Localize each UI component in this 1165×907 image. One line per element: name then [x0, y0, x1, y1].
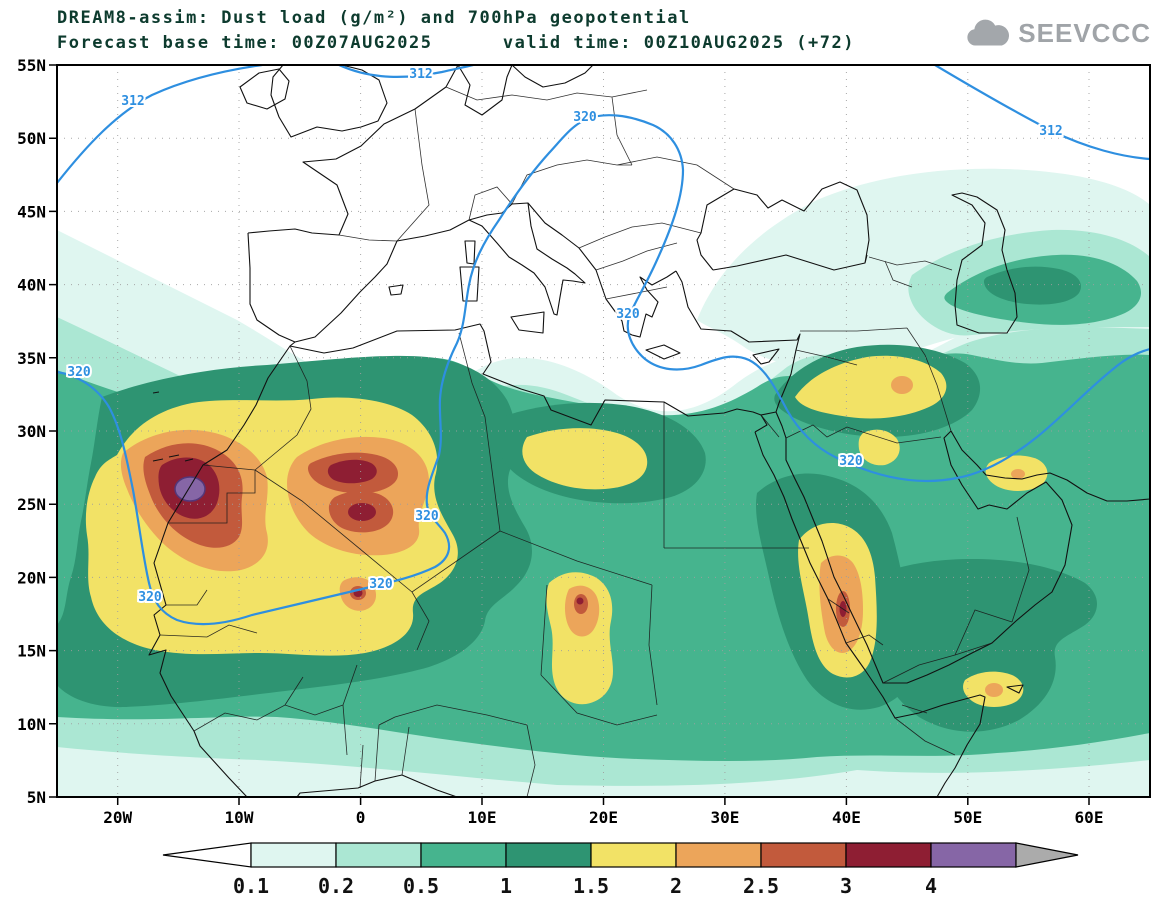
map-canvas: 312 312 312 320 320 320 320 320 320 320: [57, 65, 1150, 797]
y-axis-label: 5N: [27, 788, 46, 807]
geopotential-contour-312: [337, 65, 475, 78]
y-axis: 55N 50N 45N 40N 35N 30N 25N 20N 15N 10N …: [17, 56, 46, 807]
y-axis-label: 40N: [17, 276, 46, 295]
geopotential-contour-312: [57, 65, 264, 185]
dust-level-1.5-region: [858, 429, 900, 466]
x-axis-label: 50E: [953, 808, 982, 827]
colorbar-segment: [335, 842, 422, 868]
y-axis-ticks: [49, 64, 57, 798]
y-axis-label: 15N: [17, 642, 46, 661]
coastline-iberia: [247, 219, 470, 343]
logo-text: SEEVCCC: [1018, 18, 1151, 48]
colorbar-label: 0.1: [233, 874, 269, 898]
coastline-black-sea: [696, 181, 870, 271]
contour-label: 312: [121, 94, 144, 109]
x-axis-ticks: [116, 797, 1090, 805]
coastline-iran: [950, 430, 1150, 502]
coastline-england: [270, 65, 388, 138]
graticule: [57, 65, 1150, 797]
coastline-italy: [468, 202, 586, 316]
contour-label: 320: [415, 509, 439, 524]
dust-level-1.5-region: [795, 355, 947, 419]
colorbar-label: 0.5: [403, 874, 439, 898]
x-axis-label: 20W: [103, 808, 132, 827]
figure-subtitle: Forecast base time: 00Z07AUG2025 valid t…: [57, 33, 855, 53]
colorbar-label: 1: [500, 874, 512, 898]
figure-header: DREAM8-assim: Dust load (g/m²) and 700hP…: [57, 6, 855, 56]
x-axis-label: 30E: [710, 808, 739, 827]
figure-title: DREAM8-assim: Dust load (g/m²) and 700hP…: [57, 8, 691, 28]
geopotential-contour-labels: 312 312 312 320 320 320 320 320 320 320: [65, 65, 1064, 607]
x-axis: 20W 10W 0 10E 20E 30E 40E 50E 60E: [103, 808, 1103, 827]
coastline-ireland: [239, 68, 290, 110]
dust-level-3-region: [576, 597, 584, 605]
x-axis-label: 10W: [225, 808, 254, 827]
coastline-mediterranean-south: [289, 270, 801, 426]
geopotential-contours: [57, 65, 1150, 626]
y-axis-label: 10N: [17, 715, 46, 734]
dust-level-2-region: [1011, 469, 1025, 479]
contour-label: 320: [616, 307, 640, 322]
coastline-west-europe: [247, 65, 459, 236]
contour-label: 312: [1039, 124, 1062, 139]
colorbar-segment: [505, 842, 592, 868]
y-axis-label: 20N: [17, 568, 46, 587]
colorbar-segment: [845, 842, 932, 868]
geopotential-contour-320: [57, 114, 1150, 626]
colorbar-segment: [420, 842, 507, 868]
y-axis-label: 25N: [17, 495, 46, 514]
dust-level-3-region: [327, 459, 377, 484]
coastline-caspian-sea: [951, 192, 1018, 334]
x-axis-label: 20E: [589, 808, 618, 827]
y-axis-label: 45N: [17, 202, 46, 221]
colorbar-labels: 0.1 0.2 0.5 1 1.5 2 2.5 3 4: [233, 874, 937, 898]
y-axis-label: 35N: [17, 349, 46, 368]
x-axis-label: 0: [356, 808, 366, 827]
coastline-sinai: [754, 411, 787, 439]
coastline-denmark-baltic: [457, 65, 594, 116]
colorbar-overflow-arrow: [1015, 842, 1079, 868]
colorbar-underflow-arrow: [162, 842, 252, 868]
colorbar-segment: [590, 842, 677, 868]
contour-label: 312: [409, 67, 432, 82]
geopotential-contour-312: [933, 65, 1150, 161]
colorbar-label: 0.2: [318, 874, 354, 898]
dust-level-2-region: [985, 683, 1003, 697]
colorbar-label: 3: [840, 874, 852, 898]
colorbar-segment: [675, 842, 762, 868]
contour-label: 320: [67, 365, 91, 380]
colorbar-label: 2.5: [743, 874, 779, 898]
seevccc-logo: SEEVCCC: [965, 18, 1151, 49]
colorbar-label: 4: [925, 874, 937, 898]
contour-label: 320: [573, 110, 597, 125]
y-axis-label: 55N: [17, 56, 46, 75]
contour-label: 320: [369, 577, 393, 592]
colorbar-segment: [930, 842, 1017, 868]
dust-level-1.5-region: [522, 428, 648, 490]
colorbar-segment: [760, 842, 847, 868]
dust-level-4-region: [174, 476, 206, 502]
x-axis-label: 60E: [1075, 808, 1104, 827]
colorbar-segment: [250, 842, 337, 868]
country-borders: [159, 86, 1030, 797]
dust-level-2-region: [891, 376, 913, 394]
dust-level-1-region: [855, 559, 1097, 732]
colorbar: 0.1 0.2 0.5 1 1.5 2 2.5 3 4: [162, 842, 1079, 898]
colorbar-label: 2: [670, 874, 682, 898]
coastline-africa-west: [148, 341, 296, 797]
contour-label: 320: [839, 454, 863, 469]
contour-label: 320: [138, 590, 162, 605]
coastline-red-sea-west-somalia: [754, 431, 986, 797]
cloud-icon: [967, 19, 1010, 45]
colorbar-label: 1.5: [573, 874, 609, 898]
y-axis-label: 30N: [17, 422, 46, 441]
dust-level-1-region: [983, 266, 1081, 305]
x-axis-label: 40E: [832, 808, 861, 827]
x-axis-label: 10E: [468, 808, 497, 827]
dust-level-3-region: [348, 503, 376, 521]
y-axis-label: 50N: [17, 129, 46, 148]
